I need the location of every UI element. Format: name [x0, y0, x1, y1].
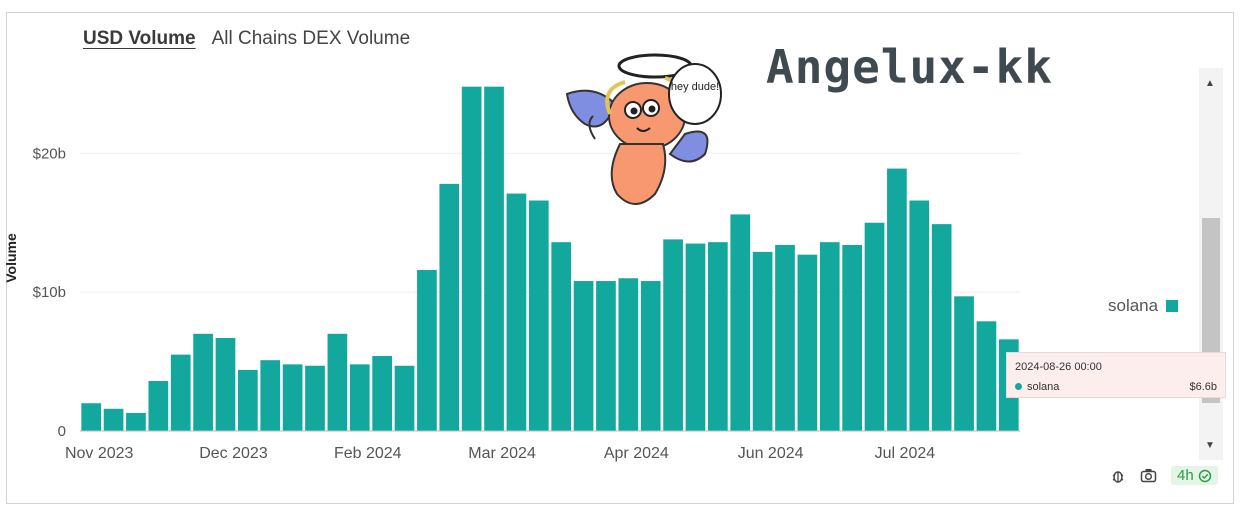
- bar[interactable]: [260, 360, 281, 431]
- bar[interactable]: [417, 269, 437, 431]
- tooltip-dot-icon: [1015, 383, 1022, 390]
- bar[interactable]: [372, 356, 392, 431]
- speech-bubble: [668, 63, 722, 125]
- bar[interactable]: [238, 369, 258, 431]
- check-circle-icon: [1198, 469, 1211, 482]
- y-axis-label: Volume: [3, 233, 19, 283]
- chart-tabs: USD Volume All Chains DEX Volume: [83, 28, 410, 50]
- tooltip-series: solana: [1027, 381, 1060, 393]
- x-tick-label: Dec 2023: [199, 445, 268, 462]
- bug-icon[interactable]: [1110, 468, 1126, 484]
- chart-footer: 4h: [1110, 466, 1218, 485]
- tooltip-value: $6.6b: [1189, 381, 1217, 393]
- bar[interactable]: [685, 243, 706, 431]
- interval-badge[interactable]: 4h: [1171, 466, 1218, 485]
- legend[interactable]: solana: [1108, 296, 1179, 316]
- bar[interactable]: [976, 321, 997, 431]
- bar[interactable]: [394, 365, 415, 431]
- right-wing-icon: [668, 130, 709, 163]
- bar[interactable]: [148, 381, 169, 431]
- interval-label: 4h: [1177, 467, 1194, 484]
- cherub-sticker: hey dude!: [565, 53, 722, 205]
- bar[interactable]: [954, 296, 974, 431]
- bar[interactable]: [551, 242, 572, 431]
- bar[interactable]: [349, 364, 370, 431]
- y-tick-label: $10b: [33, 284, 66, 301]
- bar[interactable]: [640, 281, 661, 431]
- x-tick-label: Mar 2024: [468, 445, 536, 462]
- bar[interactable]: [215, 337, 236, 431]
- bar[interactable]: [81, 403, 102, 431]
- y-tick-label: 0: [58, 423, 66, 440]
- x-tick-label: Jul 2024: [875, 445, 936, 462]
- x-tick-label: Apr 2024: [604, 445, 669, 462]
- y-tick-label: $20b: [33, 145, 66, 162]
- legend-swatch: [1166, 300, 1179, 312]
- tab-all-chains-dex-volume[interactable]: All Chains DEX Volume: [211, 28, 411, 49]
- bar[interactable]: [887, 168, 907, 432]
- left-wing-icon: [565, 89, 617, 128]
- bar[interactable]: [126, 412, 146, 431]
- legend-scrollbar[interactable]: ▲ ▼: [1199, 68, 1223, 460]
- bar[interactable]: [819, 242, 840, 431]
- bar[interactable]: [528, 200, 549, 431]
- bar[interactable]: [305, 365, 325, 431]
- tooltip-date: 2024-08-26 00:00: [1015, 361, 1102, 373]
- bar[interactable]: [618, 278, 639, 431]
- bar[interactable]: [931, 224, 952, 431]
- watermark-text: Angelux-kk: [766, 40, 1053, 94]
- x-tick-label: Feb 2024: [334, 445, 402, 462]
- chart-panel: [6, 12, 1234, 504]
- bar[interactable]: [170, 354, 191, 431]
- bar[interactable]: [439, 183, 460, 431]
- bar[interactable]: [193, 333, 213, 431]
- bar[interactable]: [573, 281, 594, 431]
- bar[interactable]: [708, 242, 728, 431]
- bar[interactable]: [730, 214, 751, 431]
- bar[interactable]: [327, 333, 348, 431]
- cherub-body: [610, 143, 667, 205]
- bar[interactable]: [842, 244, 862, 431]
- scroll-up-icon[interactable]: ▲: [1205, 78, 1215, 89]
- bar[interactable]: [864, 222, 885, 431]
- bar[interactable]: [596, 281, 616, 431]
- bar[interactable]: [797, 254, 818, 431]
- speech-text: hey dude!: [671, 81, 719, 93]
- x-tick-label: Jun 2024: [738, 445, 804, 462]
- bar[interactable]: [909, 200, 930, 431]
- bar[interactable]: [752, 251, 773, 431]
- bar[interactable]: [282, 364, 303, 431]
- hover-tooltip: 2024-08-26 00:00 solana $6.6b: [1006, 352, 1226, 398]
- bar[interactable]: [103, 408, 124, 431]
- bar[interactable]: [663, 239, 683, 431]
- tab-usd-volume[interactable]: USD Volume: [83, 28, 196, 49]
- bar[interactable]: [484, 86, 504, 432]
- x-tick-label: Nov 2023: [65, 445, 134, 462]
- bar[interactable]: [775, 244, 795, 431]
- legend-label: solana: [1108, 296, 1159, 315]
- tooltip-row: solana $6.6b: [1015, 381, 1217, 393]
- bar[interactable]: [506, 193, 527, 431]
- bar[interactable]: [461, 86, 482, 432]
- camera-icon[interactable]: [1140, 468, 1157, 483]
- scroll-down-icon[interactable]: ▼: [1205, 440, 1215, 451]
